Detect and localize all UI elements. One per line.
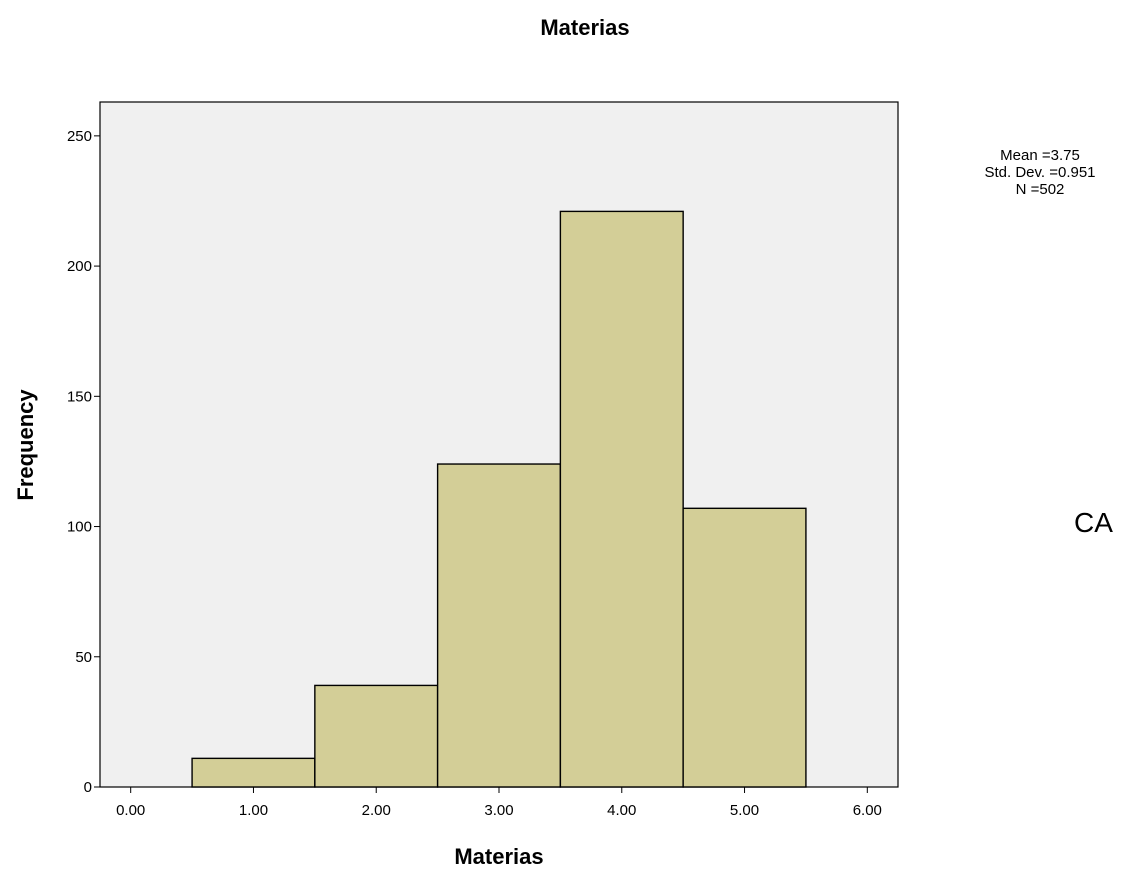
y-tick-label: 250: [67, 128, 92, 145]
x-tick-label: 1.00: [239, 802, 268, 819]
stats-box: Mean =3.75 Std. Dev. =0.951 N =502: [984, 147, 1095, 198]
histogram-bar: [682, 507, 807, 788]
x-tick-label: 2.00: [362, 802, 391, 819]
x-tick-label: 3.00: [484, 802, 513, 819]
x-axis-title: Materias: [454, 844, 543, 869]
x-tick-label: 4.00: [607, 802, 636, 819]
y-tick-label: 50: [75, 649, 92, 666]
x-tick-label: 0.00: [116, 802, 145, 819]
y-tick-label: 0: [84, 779, 92, 796]
x-tick-label: 5.00: [730, 802, 759, 819]
bars: [191, 210, 807, 788]
y-tick-label: 150: [67, 388, 92, 405]
y-tick-label: 200: [67, 258, 92, 275]
x-axis: 0.00 1.00 2.00 3.00 4.00 5.00 6.00: [116, 787, 882, 819]
y-axis: 0 50 100 150 200 250: [67, 128, 100, 796]
x-tick-label: 6.00: [853, 802, 882, 819]
histogram-bar: [191, 757, 316, 788]
histogram-bar: [436, 463, 562, 788]
chart-title: Materias: [540, 15, 629, 40]
stats-mean: Mean =3.75: [1000, 147, 1080, 164]
histogram-bar: [559, 210, 684, 788]
stats-n: N =502: [1016, 181, 1065, 198]
histogram-bar: [314, 684, 439, 788]
y-axis-title: Frequency: [13, 389, 38, 501]
y-tick-label: 100: [67, 519, 92, 536]
side-label: CA: [1074, 507, 1113, 538]
stats-std-dev: Std. Dev. =0.951: [984, 164, 1095, 181]
